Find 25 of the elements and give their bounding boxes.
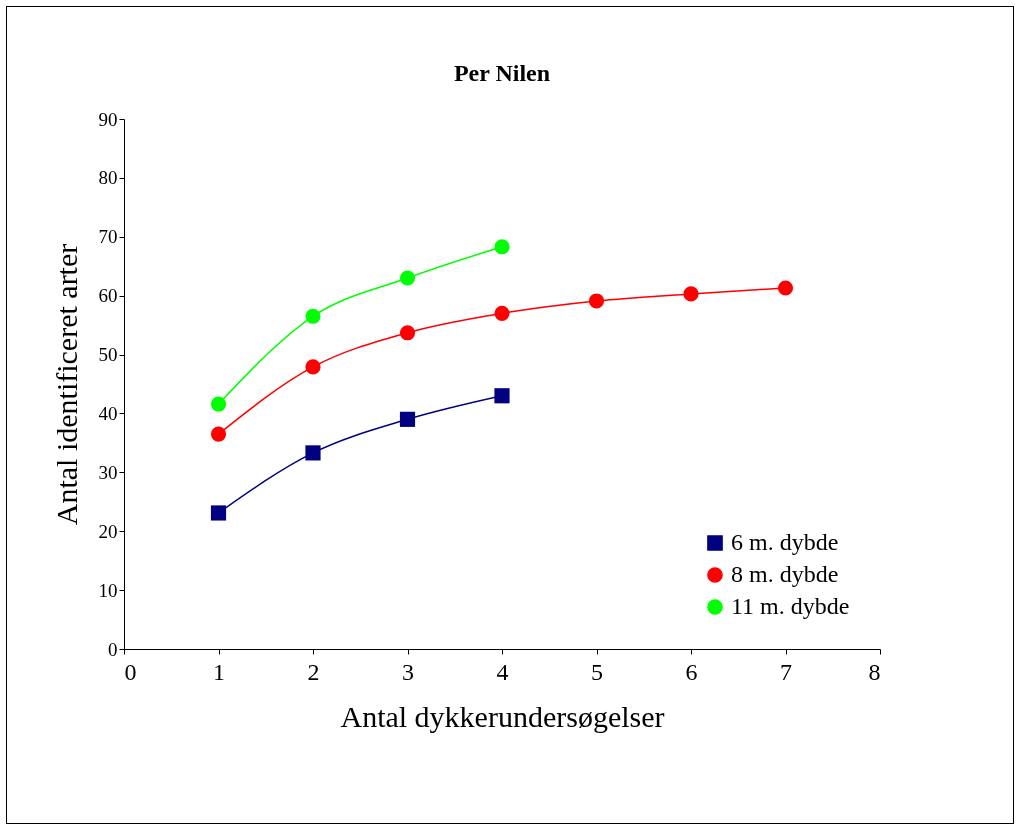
y-tick-label: 70 <box>98 226 118 248</box>
x-tick-label: 6 <box>685 658 698 685</box>
x-tick-label: 4 <box>496 658 509 685</box>
x-tick-label: 3 <box>402 658 414 685</box>
y-tick-label: 90 <box>98 108 118 130</box>
x-tick-label: 7 <box>780 658 792 685</box>
legend-label: 8 m. dybde <box>731 561 839 587</box>
x-tick-label: 1 <box>213 658 225 685</box>
y-tick-label: 60 <box>98 285 118 307</box>
y-tick-label: 40 <box>98 402 118 424</box>
legend-label: 11 m. dybde <box>731 593 850 619</box>
y-tick-label: 20 <box>98 520 118 542</box>
y-tick-label: 0 <box>108 638 118 660</box>
chart-title: Per Nilen <box>453 60 551 86</box>
y-tick-label: 80 <box>98 167 118 189</box>
legend-label: 6 m. dybde <box>731 529 839 555</box>
x-tick-label: 8 <box>868 658 881 685</box>
y-tick-label: 10 <box>98 579 118 601</box>
x-tick-label: 2 <box>307 658 320 685</box>
y-tick-label: 30 <box>98 461 118 483</box>
x-axis-title: Antal dykkerundersøgelser <box>340 699 665 733</box>
x-tick-label: 5 <box>591 658 603 685</box>
y-tick-label: 50 <box>98 344 118 366</box>
y-axis-title: Antal identificeret arter <box>49 243 83 526</box>
x-tick-label: 0 <box>124 658 137 685</box>
